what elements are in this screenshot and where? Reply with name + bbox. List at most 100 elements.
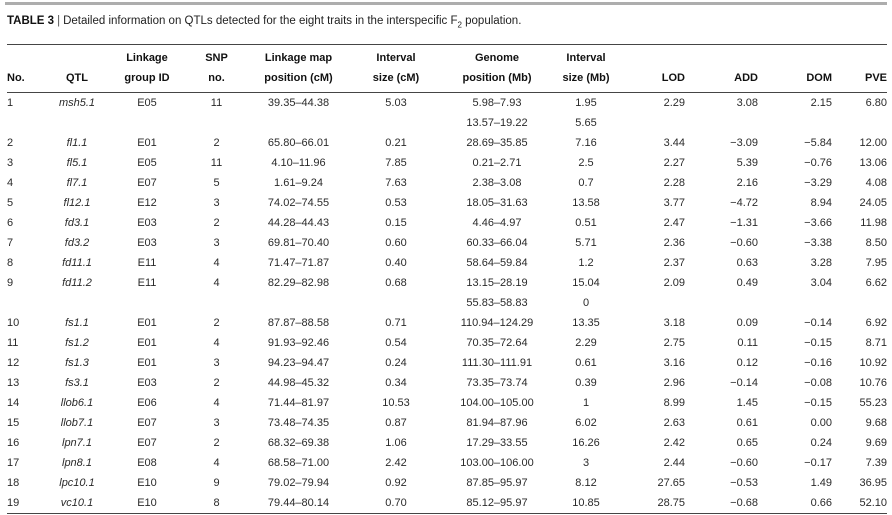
cell-dom: −0.17 <box>804 457 832 470</box>
cell-dom: 3.28 <box>810 257 832 270</box>
cell-snp: 3 <box>213 197 220 210</box>
cell-lod: 8.99 <box>663 397 685 410</box>
cell-qtl: fs1.2 <box>65 337 89 350</box>
cell-map_pos: 68.58–71.00 <box>267 457 330 470</box>
cell-genome_pos: 13.15–28.19 55.83–58.83 <box>441 273 553 313</box>
cell-lod: 27.65 <box>657 477 685 490</box>
cell-line: 70.35–72.64 <box>466 337 528 350</box>
cell-no: 1 <box>7 97 14 110</box>
cell-no: 16 <box>7 437 20 450</box>
cell-line: 28.69–35.85 <box>466 137 528 150</box>
cell-map_pos: 39.35–44.38 <box>267 97 330 110</box>
table-row: 17 lpn8.1 E08 4 68.58–71.00 2.42 103.00–106.00… <box>7 453 887 473</box>
cell-int_cm: 0.60 <box>385 237 407 250</box>
table-row: 15 llob7.1 E07 3 73.48–74.35 0.87 81.94–87.96 6… <box>7 413 887 433</box>
column-header-dom: DOM <box>758 44 832 94</box>
cell-line: 5.71 <box>575 237 597 250</box>
table-row: 19 vc10.1 E10 8 79.44–80.14 0.70 85.12–95.97 10… <box>7 493 887 514</box>
cell-genome_pos: 85.12–95.97 <box>441 493 553 514</box>
cell-genome_pos: 73.35–73.74 <box>441 373 553 393</box>
cell-lg: E07 <box>137 177 157 190</box>
cell-qtl: fd3.2 <box>64 237 90 250</box>
cell-int_cm: 0.21 <box>385 137 407 150</box>
cell-qtl: llob6.1 <box>60 397 94 410</box>
cell-pve: 13.06 <box>859 157 887 170</box>
cell-pve: 8.71 <box>865 337 887 350</box>
cell-genome_pos: 110.94–124.29 <box>441 313 553 333</box>
cell-map_pos: 69.81–70.40 <box>267 237 330 250</box>
cell-line: 81.94–87.96 <box>466 417 528 430</box>
cell-dom: −0.15 <box>804 337 832 350</box>
cell-genome_pos: 28.69–35.85 <box>441 133 553 153</box>
cell-no: 2 <box>7 137 14 150</box>
cell-snp: 8 <box>213 497 220 510</box>
cell-no: 15 <box>7 417 20 430</box>
cell-genome_pos: 111.30–111.91 <box>441 353 553 373</box>
cell-dom: −3.66 <box>804 217 832 230</box>
table-row: 12 fs1.3 E01 3 94.23–94.47 0.24 111.30–111.91 0… <box>7 353 887 373</box>
cell-int_mb: 6.02 <box>553 413 619 433</box>
cell-int_cm: 0.70 <box>385 497 407 510</box>
cell-genome_pos: 60.33–66.04 <box>441 233 553 253</box>
cell-dom: −3.38 <box>804 237 832 250</box>
cell-map_pos: 87.87–88.58 <box>267 317 330 330</box>
cell-no: 9 <box>7 277 14 290</box>
cell-dom: −0.14 <box>804 317 832 330</box>
cell-pve: 11.98 <box>860 217 887 230</box>
cell-int_cm: 1.06 <box>385 437 407 450</box>
cell-genome_pos: 81.94–87.96 <box>441 413 553 433</box>
cell-no: 3 <box>7 157 14 170</box>
cell-int_mb: 16.26 <box>553 433 619 453</box>
cell-int_mb: 2.5 <box>553 153 619 173</box>
cell-pve: 9.69 <box>865 437 887 450</box>
cell-int_mb: 13.35 <box>553 313 619 333</box>
cell-qtl: fs1.3 <box>65 357 89 370</box>
cell-genome_pos: 104.00–105.00 <box>441 393 553 413</box>
cell-genome_pos: 70.35–72.64 <box>441 333 553 353</box>
cell-lg: E07 <box>137 417 157 430</box>
cell-dom: 0.24 <box>810 437 832 450</box>
cell-no: 13 <box>7 377 20 390</box>
cell-genome_pos: 0.21–2.71 <box>441 153 553 173</box>
cell-lg: E11 <box>137 277 157 290</box>
cell-int_mb: 0.39 <box>553 373 619 393</box>
table-row: 7 fd3.2 E03 3 69.81–70.40 0.60 60.33–66.04 5.71… <box>7 233 887 253</box>
cell-line: 8.12 <box>575 477 597 490</box>
cell-lod: 2.75 <box>663 337 685 350</box>
cell-genome_pos: 4.46–4.97 <box>441 213 553 233</box>
table-row: 11 fs1.2 E01 4 91.93–92.46 0.54 70.35–72.64 2.2… <box>7 333 887 353</box>
cell-no: 5 <box>7 197 14 210</box>
cell-dom: 2.15 <box>810 97 832 110</box>
cell-add: 0.11 <box>737 337 758 350</box>
cell-pve: 55.23 <box>859 397 887 410</box>
cell-line: 73.35–73.74 <box>466 377 528 390</box>
cell-pve: 7.39 <box>865 457 887 470</box>
cell-line: 103.00–106.00 <box>460 457 534 470</box>
cell-no: 12 <box>7 357 20 370</box>
column-header-lod: LOD <box>619 44 685 94</box>
cell-lg: E03 <box>137 237 157 250</box>
cell-qtl: lpn8.1 <box>62 457 92 470</box>
cell-map_pos: 74.02–74.55 <box>267 197 330 210</box>
cell-map_pos: 1.61–9.24 <box>274 177 323 190</box>
cell-line: 58.64–59.84 <box>466 257 528 270</box>
cell-dom: −0.15 <box>804 397 832 410</box>
cell-lod: 28.75 <box>657 497 685 510</box>
cell-pve: 10.92 <box>859 357 887 370</box>
cell-lod: 2.44 <box>663 457 685 470</box>
cell-add: 0.09 <box>736 317 758 330</box>
table-row: 3 fl5.1 E05 11 4.10–11.96 7.85 0.21–2.71 2.5 2.2… <box>7 153 887 173</box>
cell-qtl: msh5.1 <box>58 97 96 110</box>
cell-genome_pos: 18.05–31.63 <box>441 193 553 213</box>
cell-int_mb: 3 <box>553 453 619 473</box>
cell-dom: 3.04 <box>810 277 832 290</box>
cell-qtl: lpc10.1 <box>59 477 95 490</box>
table-row: 16 lpn7.1 E07 2 68.32–69.38 1.06 17.29–33.55 16… <box>7 433 887 453</box>
qtl-data-table: No. QTL Linkage group ID SNP no. Linkage… <box>7 44 887 515</box>
cell-lg: E05 <box>137 157 157 170</box>
top-divider-bar <box>5 2 887 5</box>
cell-line: 17.29–33.55 <box>466 437 528 450</box>
cell-dom: 8.94 <box>810 197 832 210</box>
cell-line: 110.94–124.29 <box>460 317 534 330</box>
cell-qtl: fl12.1 <box>63 197 91 210</box>
